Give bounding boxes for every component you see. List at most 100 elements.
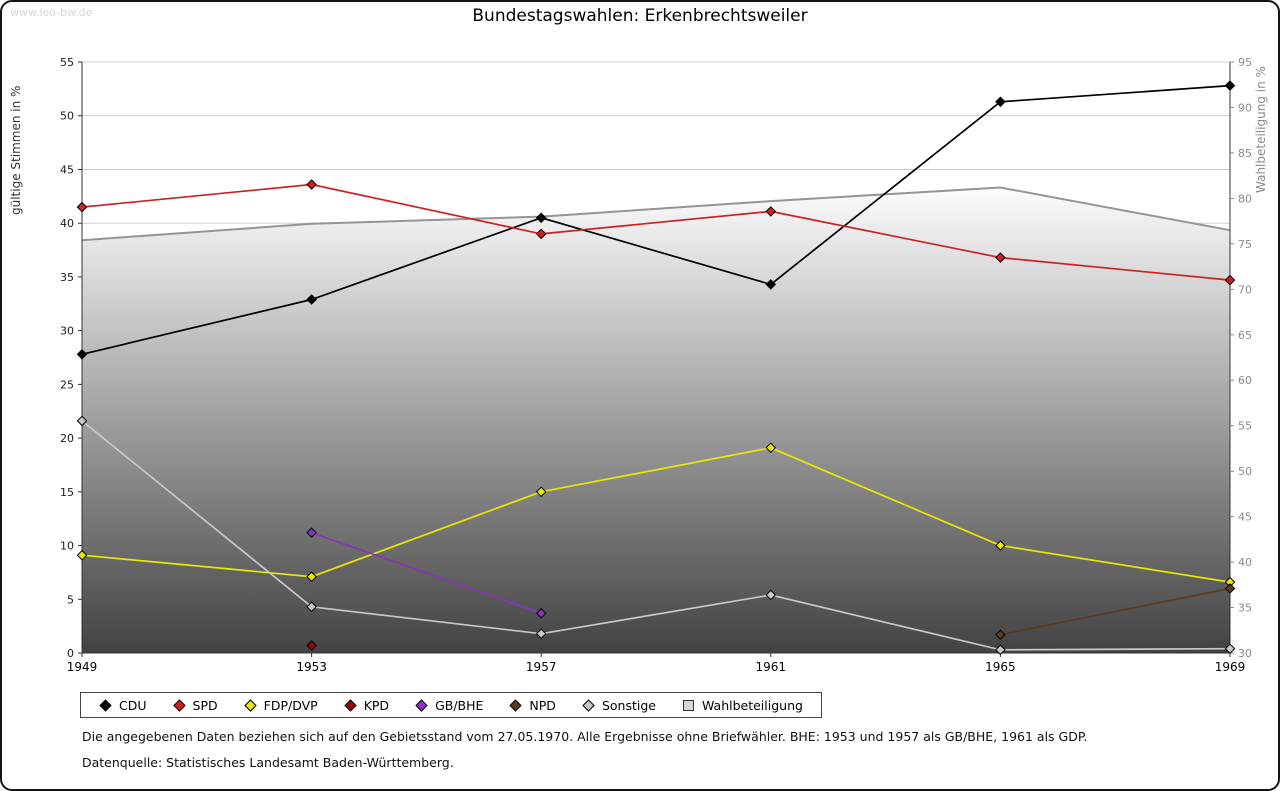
legend-label: Sonstige — [601, 697, 656, 713]
series-spd-marker — [306, 179, 317, 190]
series-spd-marker — [76, 201, 88, 213]
legend-label: Wahlbeteiligung — [701, 697, 803, 713]
right-tick-label: 60 — [1238, 374, 1252, 387]
left-tick-label: 10 — [60, 540, 74, 553]
left-axis-ticks: 0 5 10 15 20 25 30 35 40 45 50 55 — [60, 56, 82, 660]
x-tick-label: 1969 — [1215, 660, 1246, 674]
x-tick-label: 1961 — [756, 660, 787, 674]
legend-item-cdu: CDU — [86, 698, 160, 713]
legend-item-npd: NPD — [496, 698, 569, 713]
left-tick-label: 30 — [60, 325, 74, 338]
series-cdu-marker — [765, 279, 777, 290]
series-sonstige-line — [81, 420, 1231, 651]
series-cdu-marker — [306, 294, 317, 305]
series-sonstige-marker — [765, 589, 777, 601]
series-spd-marker — [995, 252, 1006, 263]
series-fdp-dvp-marker — [765, 442, 777, 454]
legend-item-wahlbeteiligung: Wahlbeteiligung — [669, 698, 816, 713]
left-tick-label: 55 — [60, 56, 74, 69]
wahlbeteiligung-area — [82, 187, 1230, 653]
legend-label: CDU — [119, 697, 147, 713]
series-fdp-dvp-marker — [306, 571, 317, 583]
right-tick-label: 30 — [1238, 647, 1252, 660]
footnote-line-1: Die angegebenen Daten beziehen sich auf … — [82, 729, 1088, 744]
right-tick-label: 85 — [1238, 147, 1252, 160]
legend-item-sonstige: Sonstige — [569, 698, 669, 713]
footnote-line-2: Datenquelle: Statistisches Landesamt Bad… — [82, 755, 454, 770]
left-tick-label: 35 — [60, 271, 74, 284]
series-gb-bhe-marker — [535, 607, 547, 619]
series-gb-bhe-marker — [306, 527, 317, 539]
series-sonstige-marker — [1224, 643, 1236, 655]
legend-label: NPD — [529, 697, 556, 713]
legend: CDU SPD FDP/DVP KPD GB/BHE NPD Sonstige Wahlbet… — [80, 692, 822, 718]
series-npd-marker — [1224, 583, 1236, 594]
legend-item-gb-bhe: GB/BHE — [402, 698, 496, 713]
right-tick-label: 70 — [1238, 283, 1252, 296]
series-npd-marker — [995, 629, 1006, 641]
right-tick-label: 90 — [1238, 102, 1252, 115]
gb-bhe-marker-icon — [415, 698, 428, 712]
series-sonstige-marker — [535, 628, 547, 640]
left-tick-label: 20 — [60, 432, 74, 445]
wahlbeteiligung-marker-icon — [682, 699, 694, 711]
series-cdu-marker — [1224, 80, 1236, 91]
fdp-dvp-marker-icon — [243, 698, 257, 712]
sonstige-marker-icon — [582, 698, 595, 712]
legend-label: FDP/DVP — [263, 697, 318, 713]
series-fdp-dvp-marker — [535, 486, 547, 498]
left-tick-label: 25 — [60, 378, 74, 391]
right-tick-label: 45 — [1238, 511, 1252, 524]
kpd-marker-icon — [343, 698, 357, 712]
left-tick-label: 15 — [60, 486, 74, 499]
series-spd-line — [81, 183, 1231, 281]
x-tick-label: 1949 — [67, 660, 98, 674]
right-tick-label: 75 — [1238, 238, 1252, 251]
series-fdp-dvp-line — [81, 446, 1231, 583]
series-gb-bhe-line — [311, 531, 542, 615]
x-tick-label: 1957 — [526, 660, 557, 674]
series-sonstige-marker — [995, 644, 1006, 656]
right-tick-label: 35 — [1238, 602, 1252, 615]
legend-item-fdp-dvp: FDP/DVP — [231, 698, 331, 713]
chart-title: Bundestagswahlen: Erkenbrechtsweiler — [472, 6, 808, 26]
series-kpd-marker — [306, 640, 317, 651]
right-tick-label: 65 — [1238, 329, 1252, 342]
legend-label: KPD — [363, 697, 390, 713]
right-tick-label: 55 — [1238, 420, 1252, 433]
series-cdu-marker — [995, 96, 1006, 108]
right-tick-label: 40 — [1238, 556, 1252, 569]
npd-marker-icon — [509, 698, 523, 712]
right-axis-ticks: 30 35 40 45 50 55 60 65 70 75 80 85 90 95 — [1230, 56, 1252, 660]
series-cdu-marker — [76, 348, 88, 360]
x-axis-ticks: 1949 1953 1957 1961 1965 1969 — [67, 653, 1246, 674]
series-sonstige-marker — [76, 415, 88, 427]
chart-canvas: 0 5 10 15 20 25 30 35 40 45 50 55 30 35 40 45 50 55 60 65 70… — [60, 56, 1252, 674]
right-tick-label: 80 — [1238, 192, 1252, 205]
right-tick-label: 50 — [1238, 465, 1252, 478]
legend-item-kpd: KPD — [331, 698, 402, 713]
left-tick-label: 0 — [67, 647, 74, 660]
spd-marker-icon — [172, 698, 186, 712]
x-tick-label: 1953 — [296, 660, 327, 674]
series-cdu-line — [81, 84, 1231, 356]
series-spd-marker — [1224, 274, 1236, 286]
watermark: www.leo-bw.de — [10, 6, 93, 19]
right-tick-label: 95 — [1238, 56, 1252, 69]
legend-item-spd: SPD — [160, 698, 231, 713]
cdu-marker-icon — [99, 698, 112, 712]
series-fdp-dvp-marker — [76, 549, 88, 561]
series-cdu-marker — [535, 212, 547, 224]
left-tick-label: 40 — [60, 217, 74, 230]
series-sonstige-marker — [306, 601, 317, 613]
wahlbeteiligung-line — [81, 186, 1231, 242]
series-spd-marker — [535, 228, 547, 240]
series-npd-line — [1000, 587, 1231, 636]
left-tick-label: 45 — [60, 164, 74, 177]
left-tick-label: 50 — [60, 110, 74, 123]
legend-label: SPD — [192, 697, 218, 713]
series-fdp-dvp-marker — [995, 540, 1006, 551]
legend-label: GB/BHE — [435, 697, 484, 713]
x-tick-label: 1965 — [985, 660, 1016, 674]
